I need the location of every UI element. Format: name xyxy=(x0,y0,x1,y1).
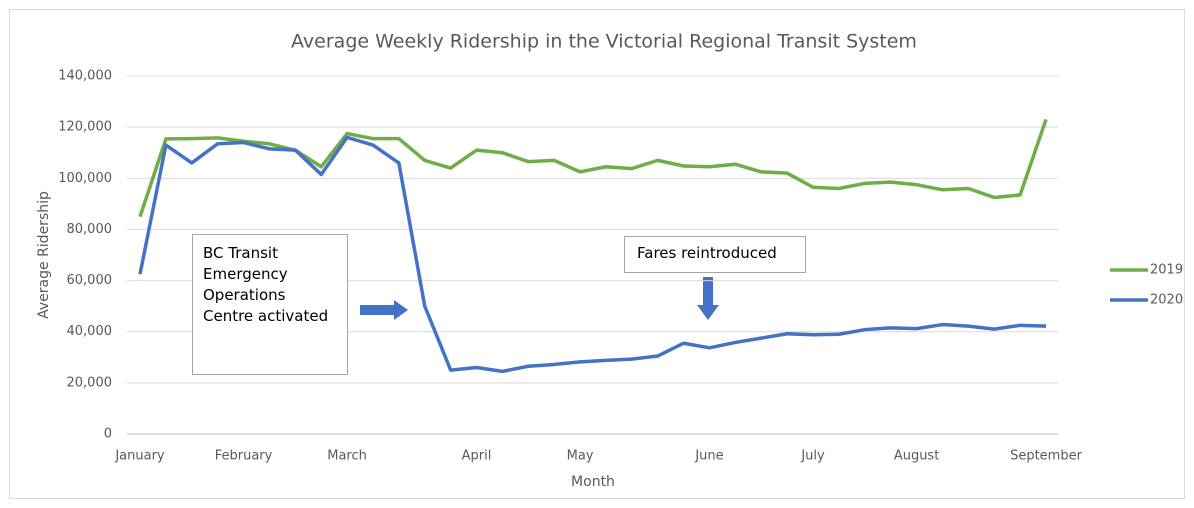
x-axis-label: Month xyxy=(571,474,615,490)
y-tick-label: 40,000 xyxy=(67,324,113,339)
x-tick-label: February xyxy=(215,449,273,464)
data-line xyxy=(138,118,1048,218)
x-tick-label: May xyxy=(567,449,594,464)
legend-label: 2019 xyxy=(1150,263,1183,278)
arrow-down xyxy=(697,277,719,320)
annotation-box: BC Transit Emergency Operations Centre a… xyxy=(192,234,348,375)
y-tick-label: 100,000 xyxy=(58,171,112,186)
x-tick-label: June xyxy=(694,449,723,464)
annotation-box: Fares reintroduced xyxy=(624,236,806,273)
x-tick-label: July xyxy=(800,449,825,464)
x-tick-label: January xyxy=(114,449,165,464)
y-tick-label: 120,000 xyxy=(58,120,112,135)
x-tick-label: September xyxy=(1010,449,1083,464)
arrow-right xyxy=(360,300,408,320)
y-tick-label: 60,000 xyxy=(67,273,113,288)
y-tick-label: 0 xyxy=(104,427,112,442)
legend-label: 2020 xyxy=(1150,293,1183,308)
y-tick-label: 80,000 xyxy=(67,222,113,237)
x-tick-label: April xyxy=(462,449,492,464)
chart-title: Average Weekly Ridership in the Victoria… xyxy=(291,31,917,53)
y-tick-label: 140,000 xyxy=(58,69,112,84)
x-tick-label: August xyxy=(894,449,940,464)
x-tick-label: March xyxy=(327,449,367,464)
y-tick-label: 20,000 xyxy=(67,375,113,390)
data-line xyxy=(138,135,1047,374)
chart-border xyxy=(9,9,1185,499)
y-axis-label: Average Ridership xyxy=(36,191,52,319)
